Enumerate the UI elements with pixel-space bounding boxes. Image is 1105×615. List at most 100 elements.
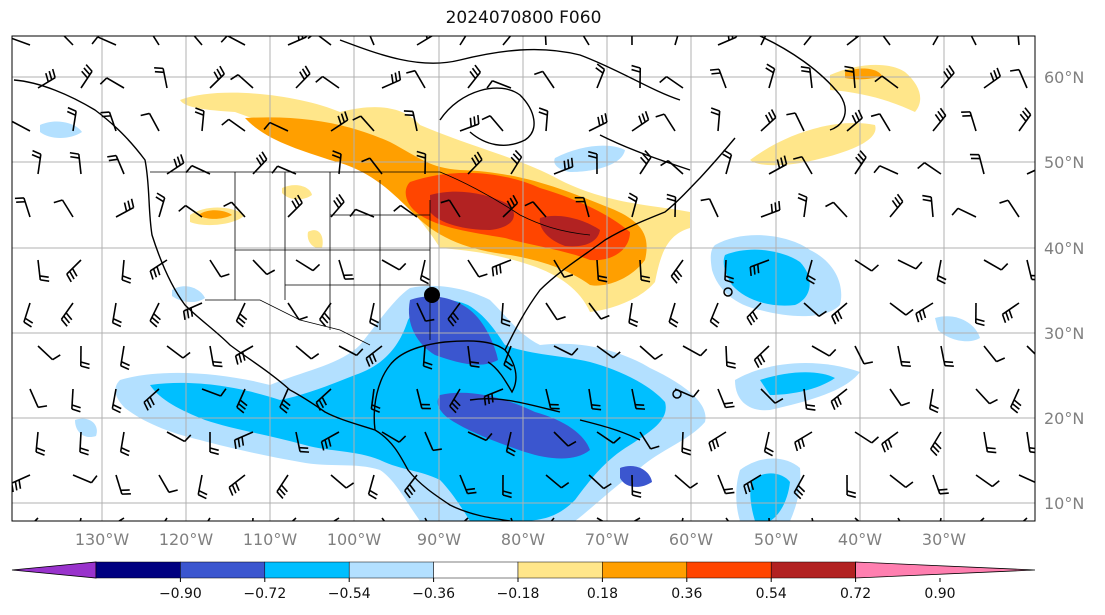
wind-barb — [915, 302, 934, 323]
wind-barb — [467, 259, 488, 278]
wind-barb — [897, 345, 911, 368]
colorbar-tick-label: 0.18 — [587, 586, 618, 602]
wind-barb — [459, 114, 480, 132]
wind-barb — [874, 75, 899, 89]
wind-barb — [932, 107, 947, 132]
wind-barb — [544, 36, 547, 46]
wind-barb — [416, 302, 435, 322]
positive-anomaly-region — [200, 210, 232, 219]
wind-barb — [467, 64, 482, 89]
wind-barb — [276, 474, 289, 499]
wind-barb — [975, 388, 998, 405]
wind-barb — [534, 70, 555, 89]
wind-barb — [209, 345, 223, 368]
wind-barb — [230, 74, 254, 89]
wind-barb — [717, 474, 735, 495]
wind-barb — [870, 113, 891, 132]
wind-barb — [749, 259, 770, 277]
wind-barb — [406, 69, 426, 89]
wind-barb — [503, 345, 514, 371]
wind-barb — [393, 204, 418, 218]
wind-barb — [155, 192, 166, 218]
wind-barb — [158, 474, 178, 494]
colorbar-segment — [517, 561, 603, 579]
colorbar-tick-label: −0.54 — [328, 586, 371, 602]
wind-barb — [79, 431, 89, 456]
wind-barb — [12, 37, 31, 46]
wind-barb — [889, 474, 914, 488]
wind-barb — [628, 302, 639, 328]
wind-barb — [975, 474, 1000, 488]
wind-barb — [940, 64, 955, 89]
wind-barb — [263, 121, 289, 132]
wind-barb — [803, 302, 827, 317]
colorbar-tick-labels: −0.90 −0.72 −0.54 −0.36 −0.18 0.18 0.36 0.54 0.7… — [159, 578, 956, 602]
wind-barb — [369, 302, 380, 328]
storm-center-marker — [424, 287, 440, 303]
wind-barb — [119, 345, 130, 371]
longitude-label: 110°W — [243, 530, 298, 549]
colorbar-tick-label: −0.72 — [243, 586, 286, 602]
wind-barb — [502, 194, 519, 218]
colorbar-extension-low — [11, 561, 97, 579]
wind-barb — [660, 159, 684, 175]
wind-barb — [881, 431, 899, 453]
wind-barb — [330, 111, 349, 132]
wind-barb — [631, 110, 650, 132]
colorbar-segment — [433, 561, 519, 579]
coastline-labrador — [599, 134, 691, 171]
wind-barb — [287, 194, 303, 218]
wind-barb — [793, 474, 806, 500]
wind-barb — [481, 114, 504, 132]
wind-barb — [674, 36, 679, 46]
wind-barb — [166, 431, 192, 443]
map-frame — [11, 35, 1036, 522]
negative-anomaly-region — [437, 392, 590, 459]
wind-barb — [793, 155, 813, 175]
wind-barb — [574, 196, 590, 218]
wind-barb — [725, 345, 736, 369]
wind-barb — [889, 388, 911, 407]
coastline-hudson — [439, 87, 535, 146]
colorbar-tick-label: 0.54 — [756, 586, 787, 602]
wind-barb — [553, 259, 574, 278]
wind-barb — [361, 157, 383, 175]
wind-barb — [709, 302, 720, 328]
wind-barb — [483, 388, 504, 406]
wind-barb — [1026, 431, 1035, 454]
wind-barb — [553, 431, 577, 447]
wind-barb — [121, 259, 132, 284]
wind-barb — [416, 388, 431, 410]
wind-barb — [315, 75, 340, 89]
wind-barb — [763, 431, 774, 457]
wind-barb — [854, 517, 860, 521]
coastline-east — [504, 137, 736, 351]
wind-barb — [969, 153, 985, 175]
wind-barb — [538, 107, 549, 132]
colorbar-segment — [180, 561, 266, 579]
wind-barb — [31, 149, 42, 175]
latitude-label: 10°N — [1044, 494, 1084, 513]
colorbar-tick-label: −0.36 — [412, 586, 455, 602]
wind-barb — [166, 345, 191, 359]
wind-barb — [983, 345, 1006, 363]
wind-barb — [897, 259, 923, 270]
wind-barb — [979, 517, 985, 521]
latitude-label: 40°N — [1044, 239, 1084, 258]
wind-barb — [1026, 259, 1035, 281]
wind-barb — [119, 431, 130, 457]
wind-barb — [632, 517, 641, 521]
wind-barb — [143, 388, 160, 411]
longitude-label: 120°W — [159, 530, 214, 549]
wind-barb — [370, 388, 381, 414]
wind-barb — [746, 302, 762, 326]
wind-barb — [99, 77, 125, 89]
wind-barb — [152, 36, 160, 46]
wind-barb — [1018, 107, 1032, 132]
wind-barb — [149, 259, 168, 280]
latitude-label: 50°N — [1044, 153, 1084, 172]
wind-barb — [639, 345, 663, 360]
wind-barb — [197, 474, 208, 500]
positive-anomaly-region — [282, 185, 312, 200]
wind-barb — [447, 302, 461, 327]
